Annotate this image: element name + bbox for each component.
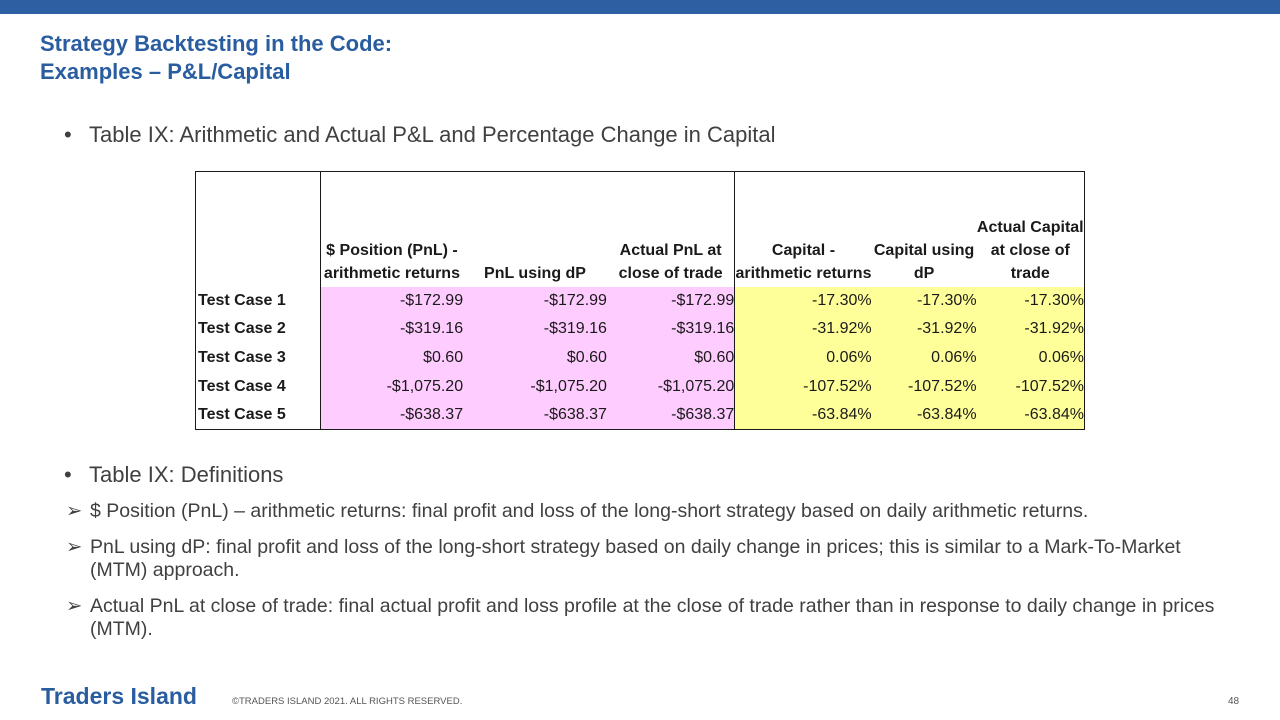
cell-capital-actual: -31.92% (976, 315, 1085, 344)
pnl-capital-table: $ Position (PnL) - arithmetic returns Pn… (195, 171, 1085, 430)
header-cell-blank (195, 171, 321, 287)
table-caption-bullet: • Table IX: Arithmetic and Actual P&L and… (64, 122, 776, 148)
cell-capital-arithmetic: -107.52% (734, 372, 872, 401)
cell-pnl-actual: -$172.99 (606, 286, 736, 316)
table-row: Test Case 1 -$172.99 -$172.99 -$172.99 -… (195, 286, 1085, 316)
cell-pnl-actual: $0.60 (606, 343, 736, 373)
row-label: Test Case 5 (195, 400, 321, 430)
cell-capital-actual: 0.06% (976, 343, 1085, 373)
slide-title: Strategy Backtesting in the Code: Exampl… (40, 30, 392, 86)
bullet-icon: • (64, 462, 72, 487)
row-label: Test Case 1 (195, 286, 321, 316)
table-row: Test Case 4 -$1,075.20 -$1,075.20 -$1,07… (195, 372, 1085, 401)
cell-pnl-arithmetic: -$319.16 (320, 315, 464, 344)
cell-capital-arithmetic: -17.30% (734, 286, 872, 316)
page-number: 48 (1228, 696, 1240, 707)
cell-capital-actual: -17.30% (976, 286, 1085, 316)
cell-capital-arithmetic: 0.06% (734, 343, 872, 373)
copyright-notice: ©TRADERS ISLAND 2021. ALL RIGHTS RESERVE… (232, 696, 463, 707)
definition-text: $ Position (PnL) – arithmetic returns: f… (90, 500, 1089, 522)
definitions-list: ➢ $ Position (PnL) – arithmetic returns:… (64, 500, 1224, 654)
cell-capital-actual: -63.84% (976, 400, 1085, 430)
table-row: Test Case 2 -$319.16 -$319.16 -$319.16 -… (195, 315, 1085, 344)
cell-pnl-dp: -$172.99 (463, 286, 607, 316)
table-row: Test Case 5 -$638.37 -$638.37 -$638.37 -… (195, 400, 1085, 430)
definition-item: ➢ PnL using dP: final profit and loss of… (64, 536, 1224, 582)
definition-text: PnL using dP: final profit and loss of t… (90, 536, 1181, 581)
cell-pnl-dp: -$319.16 (463, 315, 607, 344)
header-cell-capital-actual: Actual Capital at close of trade (976, 171, 1085, 287)
bullet-icon: • (64, 122, 72, 147)
header-cell-capital-arithmetic: Capital - arithmetic returns (734, 171, 872, 287)
definition-item: ➢ Actual PnL at close of trade: final ac… (64, 595, 1224, 641)
cell-pnl-actual: -$638.37 (606, 400, 736, 430)
cell-capital-arithmetic: -31.92% (734, 315, 872, 344)
cell-capital-dp: 0.06% (871, 343, 977, 373)
cell-capital-dp: -17.30% (871, 286, 977, 316)
definition-text: Actual PnL at close of trade: final actu… (90, 595, 1215, 640)
arrow-bullet-icon: ➢ (66, 595, 83, 617)
row-label: Test Case 2 (195, 315, 321, 344)
cell-pnl-dp: -$1,075.20 (463, 372, 607, 401)
slide-title-line-1: Strategy Backtesting in the Code: (40, 31, 393, 56)
cell-capital-arithmetic: -63.84% (734, 400, 872, 430)
definition-item: ➢ $ Position (PnL) – arithmetic returns:… (64, 500, 1224, 523)
cell-pnl-arithmetic: -$638.37 (320, 400, 464, 430)
row-label: Test Case 3 (195, 343, 321, 373)
traders-island-logo: Traders Island (41, 683, 197, 709)
cell-pnl-arithmetic: $0.60 (320, 343, 464, 373)
row-label: Test Case 4 (195, 372, 321, 401)
arrow-bullet-icon: ➢ (66, 536, 83, 558)
cell-pnl-dp: $0.60 (463, 343, 607, 373)
top-accent-bar (0, 0, 1280, 14)
table-header-row: $ Position (PnL) - arithmetic returns Pn… (195, 171, 1085, 287)
cell-capital-actual: -107.52% (976, 372, 1085, 401)
cell-capital-dp: -63.84% (871, 400, 977, 430)
arrow-bullet-icon: ➢ (66, 500, 83, 522)
header-cell-pnl-actual: Actual PnL at close of trade (606, 171, 736, 287)
definitions-caption: Table IX: Definitions (89, 462, 284, 487)
slide-title-line-2: Examples – P&L/Capital (40, 59, 291, 84)
cell-pnl-actual: -$1,075.20 (606, 372, 736, 401)
cell-pnl-dp: -$638.37 (463, 400, 607, 430)
header-cell-capital-dp: Capital using dP (871, 171, 977, 287)
header-cell-pnl-dp: PnL using dP (463, 171, 607, 287)
definitions-caption-bullet: • Table IX: Definitions (64, 462, 283, 488)
cell-capital-dp: -107.52% (871, 372, 977, 401)
cell-capital-dp: -31.92% (871, 315, 977, 344)
header-cell-pnl-arithmetic: $ Position (PnL) - arithmetic returns (320, 171, 464, 287)
cell-pnl-arithmetic: -$172.99 (320, 286, 464, 316)
table-row: Test Case 3 $0.60 $0.60 $0.60 0.06% 0.06… (195, 343, 1085, 373)
table-caption: Table IX: Arithmetic and Actual P&L and … (89, 122, 776, 147)
cell-pnl-actual: -$319.16 (606, 315, 736, 344)
cell-pnl-arithmetic: -$1,075.20 (320, 372, 464, 401)
